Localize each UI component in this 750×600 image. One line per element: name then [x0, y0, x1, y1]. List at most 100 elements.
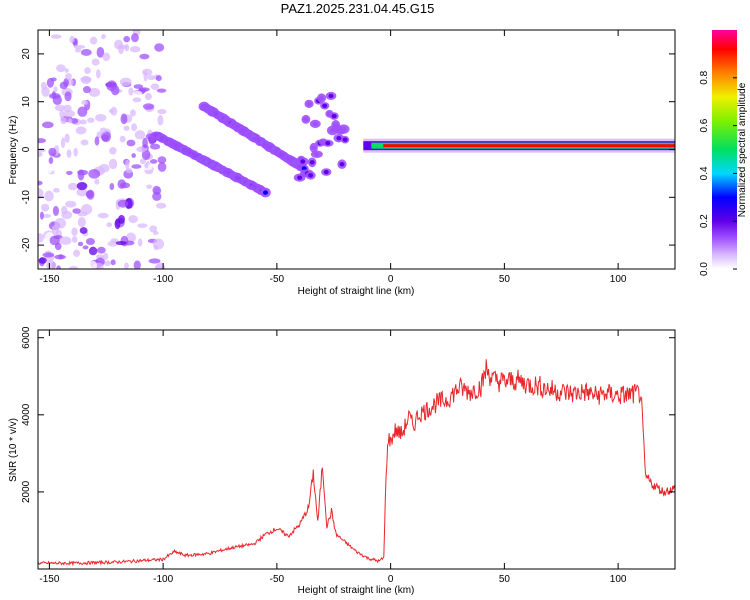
spectrogram-blob — [68, 122, 75, 134]
spectrogram-blob — [123, 35, 131, 43]
spectrogram-blob — [157, 114, 164, 126]
spectrogram-blob — [144, 162, 149, 169]
spectrogram-blob — [38, 233, 44, 243]
spectrogram-blob — [39, 211, 44, 220]
spectrogram-blob-core — [336, 135, 342, 141]
spectrogram-blob — [110, 84, 120, 96]
spectrogram-blob — [68, 118, 73, 124]
spectrogram-blob — [44, 190, 54, 202]
spectrogram-blob — [77, 241, 84, 247]
spectrogram-blob-core — [341, 126, 347, 132]
spectrogram-blob — [53, 235, 63, 240]
spectrogram-blob — [102, 252, 109, 261]
snr-y-axis: 2000 4000 6000 — [21, 326, 675, 503]
spectrogram-blob-core — [323, 169, 329, 175]
spectrogram-blob — [99, 127, 107, 134]
spectrogram-blob — [61, 205, 68, 215]
spectrogram-blob — [82, 245, 89, 250]
spectrogram-blob — [117, 199, 129, 208]
snr-xtick-label: 100 — [610, 574, 627, 585]
snr-xtick-label: -100 — [153, 574, 173, 585]
spectrogram-blob — [157, 108, 167, 115]
spectrogram-blob — [116, 246, 125, 256]
spectrogram-blob — [133, 84, 144, 89]
spectrogram-blob — [142, 137, 148, 149]
spectrogram-blob — [68, 265, 79, 269]
spectrogram-blob — [133, 90, 143, 96]
spectrogram-blob — [149, 143, 161, 150]
spectrogram-blob — [59, 109, 65, 119]
spectrogram-blob — [73, 44, 86, 49]
spectrogram-blob-core — [331, 113, 337, 119]
spectrogram-blob — [71, 236, 78, 243]
spectrogram-blob-core — [342, 137, 348, 142]
spectrogram-blob-core — [308, 173, 314, 178]
spectrogram-blob — [38, 148, 46, 153]
spectrogram-blob — [106, 222, 113, 228]
spectrogram-blob — [110, 259, 116, 266]
spectrogram-blob — [64, 68, 69, 73]
spectrogram-blob — [131, 153, 136, 158]
spectrogram-blob — [146, 184, 153, 189]
spectrogram-y-label: Frequency (Hz) — [8, 116, 19, 185]
spectrogram-blob — [96, 46, 105, 58]
spectrogram-blob — [40, 203, 50, 212]
spectrogram-blob — [69, 35, 75, 44]
spectrogram-blob — [60, 117, 67, 125]
snr-frame — [37, 329, 676, 570]
spectrogram-blob — [64, 133, 70, 143]
spectrogram-blob — [80, 76, 92, 82]
spectrogram-blob — [128, 87, 134, 96]
spectrogram-blob — [64, 91, 72, 102]
spectrogram-blob — [81, 100, 89, 105]
spectrogram-xtick-label: -100 — [153, 274, 173, 285]
spectrogram-y-axis: -20 -10 0 10 20 — [21, 48, 675, 252]
spectrogram-blob — [107, 240, 119, 247]
spectrogram-feature-scatter — [293, 91, 350, 182]
spectrogram-blob — [60, 137, 66, 149]
spectrogram-blob — [101, 131, 111, 143]
spectrogram-blob — [142, 103, 155, 110]
spectrogram-blob — [137, 223, 148, 228]
spectrogram-blob-core — [309, 160, 315, 165]
spectrogram-blob — [58, 254, 64, 259]
spectrogram-blob — [66, 170, 73, 176]
spectrogram-image — [38, 30, 675, 269]
spectrogram-blob — [71, 227, 78, 236]
spectrogram-blob — [94, 178, 100, 185]
spectrogram-blob — [149, 225, 158, 233]
spectrogram-blob — [53, 86, 58, 93]
spectrogram-blob — [88, 87, 101, 97]
spectrogram-blob — [131, 33, 139, 43]
spectrogram-blob — [157, 161, 167, 172]
spectrogram-blob — [75, 126, 87, 135]
spectrogram-blob — [97, 212, 109, 219]
spectrogram-blob — [115, 241, 127, 246]
spectrogram-blob — [94, 136, 100, 146]
spectrogram-blob-core — [328, 93, 334, 99]
spectrogram-blob — [91, 58, 100, 66]
spectrogram-blob — [152, 185, 161, 195]
spectrogram-blob — [72, 208, 81, 214]
spectrogram-blob — [42, 213, 51, 219]
spectrogram-blob — [113, 39, 124, 50]
snr-x-axis: -150 -100 -50 0 50 100 — [39, 330, 627, 585]
spectrogram-blob — [152, 238, 165, 250]
spectrogram-blob — [130, 123, 138, 132]
spectrogram-blob — [80, 139, 89, 146]
spectrogram-blob — [156, 88, 167, 93]
colorbar-tick-label: 0.4 — [699, 166, 710, 180]
spectrogram-xtick-label: 50 — [499, 274, 511, 285]
spectrogram-blob — [157, 156, 167, 164]
snr-x-label: Height of straight line (km) — [298, 585, 415, 596]
spectrogram-blob-core — [314, 152, 320, 157]
spectrogram-blob — [141, 149, 151, 161]
spectrogram-blob — [124, 44, 130, 52]
spectrogram-blob — [82, 86, 91, 94]
spectrogram-blob-core — [339, 162, 345, 167]
spectrogram-blob — [89, 260, 98, 269]
spectrogram-blob — [40, 81, 47, 90]
colorbar: 0.0 0.2 0.4 0.6 0.8 Normalized spectral ampl… — [699, 30, 748, 276]
snr-series-line — [38, 359, 675, 567]
